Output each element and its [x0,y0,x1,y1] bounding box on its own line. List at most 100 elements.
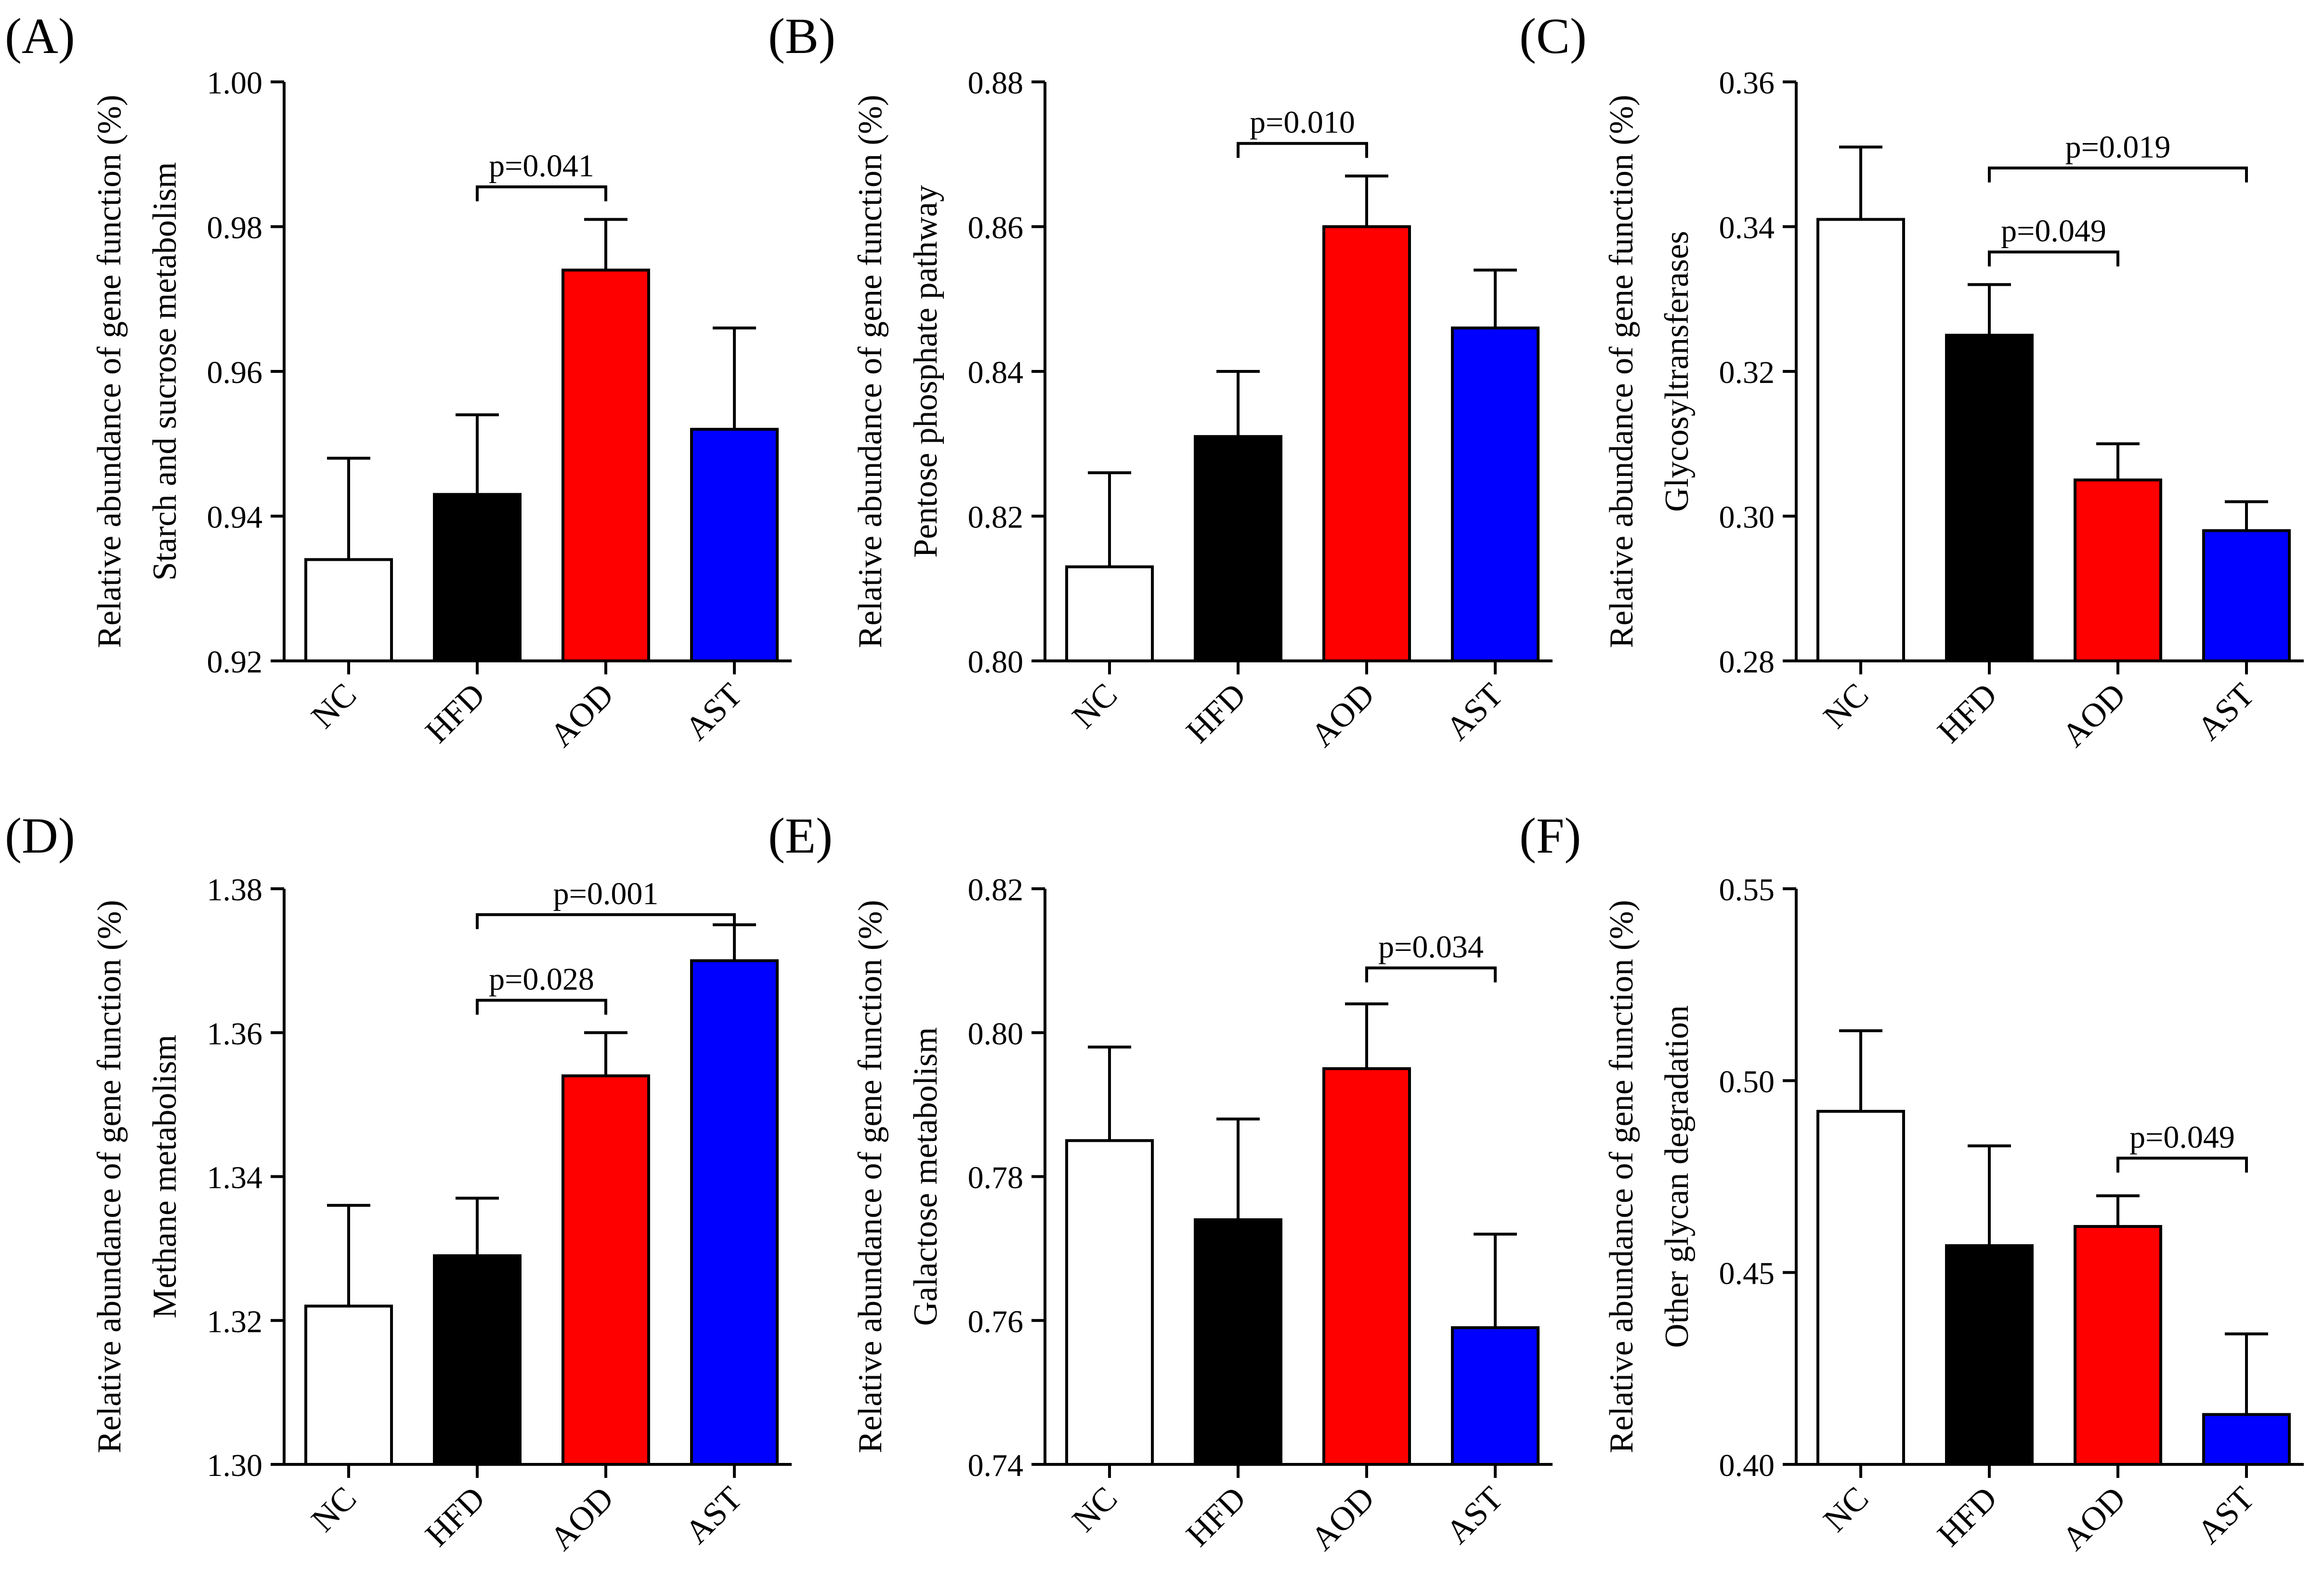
bar-hfd [433,493,522,663]
bar-hfd [1945,1244,2034,1466]
panel-label: (E) [768,807,833,864]
y-tick-label: 0.76 [968,1304,1024,1339]
bar-aod [2074,478,2162,662]
y-axis-title: Relative abundance of gene function (%) [1603,900,1640,1453]
significance-bracket [1988,166,2248,183]
y-tick-label: 0.86 [968,211,1024,246]
p-value-label: p=0.028 [489,962,594,997]
x-tick-label: AST [678,1480,749,1551]
y-axis-title: Relative abundance of gene function (%) [91,900,128,1453]
bar-nc [1065,1139,1154,1466]
x-tick-label: HFD [1179,676,1253,750]
y-tick-label: 0.55 [1719,872,1775,908]
x-tick-label: AOD [1304,676,1382,754]
y-tick-label: 0.36 [1719,66,1775,101]
p-value-label: p=0.010 [1250,105,1355,140]
chart-panel-b: (B) 0.80 0.82 0.84 0.86 0.88 Relative abundanc… [768,8,1553,754]
panel-label: (D) [5,807,75,864]
x-tick-label: HFD [418,676,492,750]
x-tick-label: NC [1816,1480,1876,1539]
bar-hfd [433,1254,522,1466]
y-tick-label: 0.28 [1719,645,1775,680]
panel-label: (A) [5,8,75,64]
p-value-label: p=0.019 [2065,130,2171,165]
x-tick-label: HFD [418,1480,492,1554]
y-tick-label: 1.32 [207,1304,263,1339]
y-axis-subtitle: Glycosyltransferases [1658,231,1696,512]
y-tick-label: 0.30 [1719,500,1775,535]
y-axis-subtitle: Pentose phosphate pathway [907,185,944,558]
y-tick-label: 1.36 [207,1016,263,1052]
x-tick-label: NC [1065,676,1124,736]
bar-hfd [1194,435,1282,662]
significance-bracket [1988,250,2119,267]
x-tick-label: AOD [1304,1480,1382,1558]
significance-bracket [2116,1157,2248,1173]
x-tick-label: HFD [1931,676,2004,750]
x-tick-label: AST [2190,676,2261,748]
bar-aod [1322,1067,1411,1466]
y-axis-title: Relative abundance of gene function (%) [91,95,128,648]
significance-bracket [476,185,607,201]
y-tick-label: 0.80 [968,1016,1024,1052]
significance-bracket [1237,142,1368,158]
y-tick-label: 0.80 [968,645,1024,680]
x-tick-label: AST [678,676,749,748]
x-tick-label: AST [2190,1480,2261,1551]
y-axis-subtitle: Galactose metabolism [907,1027,944,1326]
bar-aod [561,1074,650,1466]
p-value-label: p=0.049 [2001,213,2106,249]
bar-aod [561,268,650,662]
y-tick-label: 0.74 [968,1448,1024,1483]
p-value-label: p=0.034 [1378,929,1484,964]
bar-nc [1065,565,1154,663]
significance-bracket [476,999,607,1015]
y-tick-label: 1.34 [207,1160,263,1196]
y-tick-label: 0.84 [968,355,1024,390]
x-tick-label: AOD [543,676,621,754]
x-tick-label: NC [1816,676,1876,736]
significance-bracket [476,913,736,929]
bar-ast [1451,326,1540,662]
y-tick-label: 0.98 [207,211,263,246]
y-tick-label: 0.82 [968,500,1024,535]
chart-panel-e: (E) 0.74 0.76 0.78 0.80 0.82 Relative abundanc… [768,807,1553,1558]
bar-ast [1451,1326,1540,1466]
p-value-label: p=0.001 [553,876,659,911]
bar-nc [1816,218,1905,663]
x-tick-label: NC [304,1480,364,1539]
x-tick-label: NC [304,676,364,736]
y-axis-subtitle: Other glycan degradation [1658,1005,1696,1348]
x-tick-label: AOD [2055,1480,2133,1558]
x-tick-label: AST [1439,1480,1510,1551]
p-value-label: p=0.041 [489,148,594,184]
y-tick-label: 0.96 [207,355,263,390]
y-tick-label: 0.92 [207,645,263,680]
bar-aod [1322,225,1411,662]
bar-ast [690,959,779,1466]
y-tick-label: 1.30 [207,1448,263,1483]
x-tick-label: AOD [2055,676,2133,754]
significance-bracket [1365,966,1497,983]
bar-hfd [1945,333,2034,662]
bar-ast [690,428,779,662]
chart-panel-d: (D) 1.30 1.32 1.34 1.36 1.38 Relative abundanc… [5,807,792,1558]
y-tick-label: 0.34 [1719,211,1775,246]
chart-panel-a: (A) 0.92 0.94 0.96 0.98 1.00 Relative abundanc… [5,8,792,754]
panel-label: (C) [1519,8,1587,64]
y-tick-label: 0.32 [1719,355,1775,390]
bar-ast [2202,1413,2291,1466]
y-tick-label: 1.00 [207,66,263,101]
bar-ast [2202,529,2291,663]
y-axis-subtitle: Starch and sucrose metabolism [146,162,183,581]
x-tick-label: NC [1065,1480,1124,1539]
x-tick-label: HFD [1179,1480,1253,1554]
y-axis-title: Relative abundance of gene function (%) [1603,95,1640,648]
y-tick-label: 0.82 [968,872,1024,908]
y-axis-title: Relative abundance of gene function (%) [852,900,889,1453]
bar-nc [304,558,393,663]
y-tick-label: 1.38 [207,872,263,908]
x-tick-label: HFD [1931,1480,2004,1554]
p-value-label: p=0.049 [2129,1119,2235,1155]
y-tick-label: 0.94 [207,500,263,535]
